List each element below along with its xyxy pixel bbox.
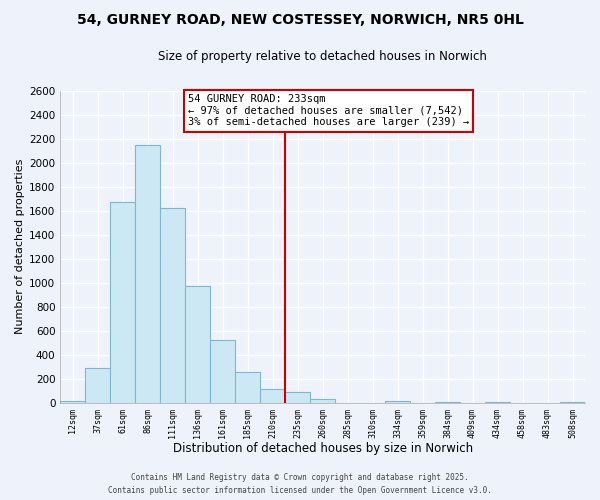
Bar bbox=[110, 202, 135, 403]
Bar bbox=[485, 402, 510, 403]
Bar bbox=[160, 208, 185, 403]
Bar bbox=[285, 392, 310, 403]
X-axis label: Distribution of detached houses by size in Norwich: Distribution of detached houses by size … bbox=[173, 442, 473, 455]
Title: Size of property relative to detached houses in Norwich: Size of property relative to detached ho… bbox=[158, 50, 487, 63]
Text: 54 GURNEY ROAD: 233sqm
← 97% of detached houses are smaller (7,542)
3% of semi-d: 54 GURNEY ROAD: 233sqm ← 97% of detached… bbox=[188, 94, 469, 128]
Bar bbox=[135, 144, 160, 403]
Text: Contains HM Land Registry data © Crown copyright and database right 2025.
Contai: Contains HM Land Registry data © Crown c… bbox=[108, 474, 492, 495]
Y-axis label: Number of detached properties: Number of detached properties bbox=[15, 159, 25, 334]
Bar bbox=[560, 402, 585, 403]
Bar bbox=[185, 286, 210, 403]
Bar bbox=[310, 400, 335, 403]
Bar bbox=[385, 400, 410, 403]
Bar bbox=[260, 388, 285, 403]
Bar bbox=[210, 340, 235, 403]
Bar bbox=[85, 368, 110, 403]
Text: 54, GURNEY ROAD, NEW COSTESSEY, NORWICH, NR5 0HL: 54, GURNEY ROAD, NEW COSTESSEY, NORWICH,… bbox=[77, 12, 523, 26]
Bar bbox=[435, 402, 460, 403]
Bar bbox=[60, 400, 85, 403]
Bar bbox=[235, 372, 260, 403]
